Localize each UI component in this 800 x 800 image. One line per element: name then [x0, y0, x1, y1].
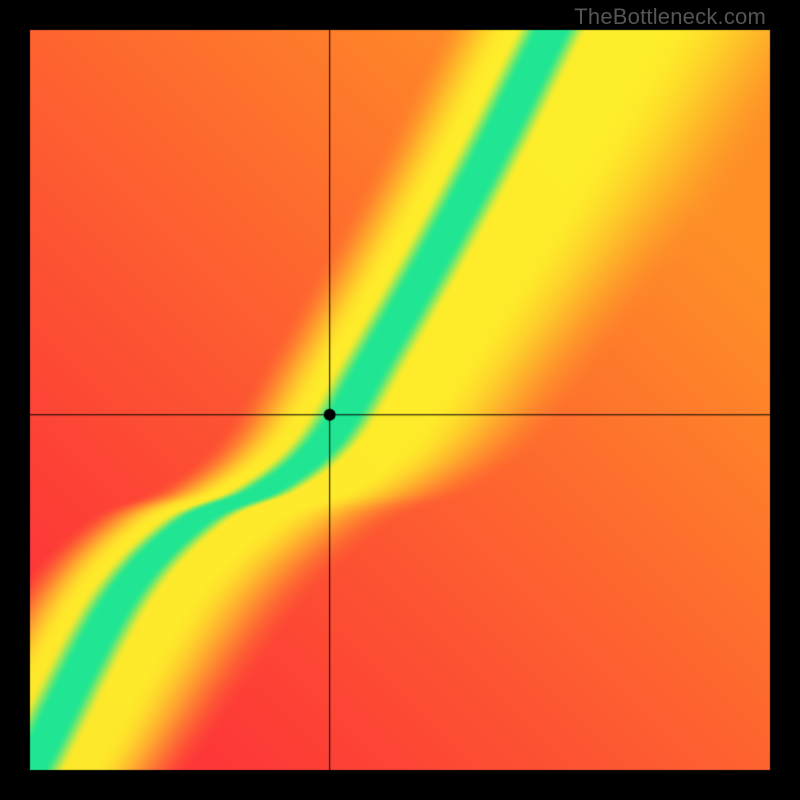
- bottleneck-heatmap-canvas: [0, 0, 800, 800]
- chart-container: TheBottleneck.com: [0, 0, 800, 800]
